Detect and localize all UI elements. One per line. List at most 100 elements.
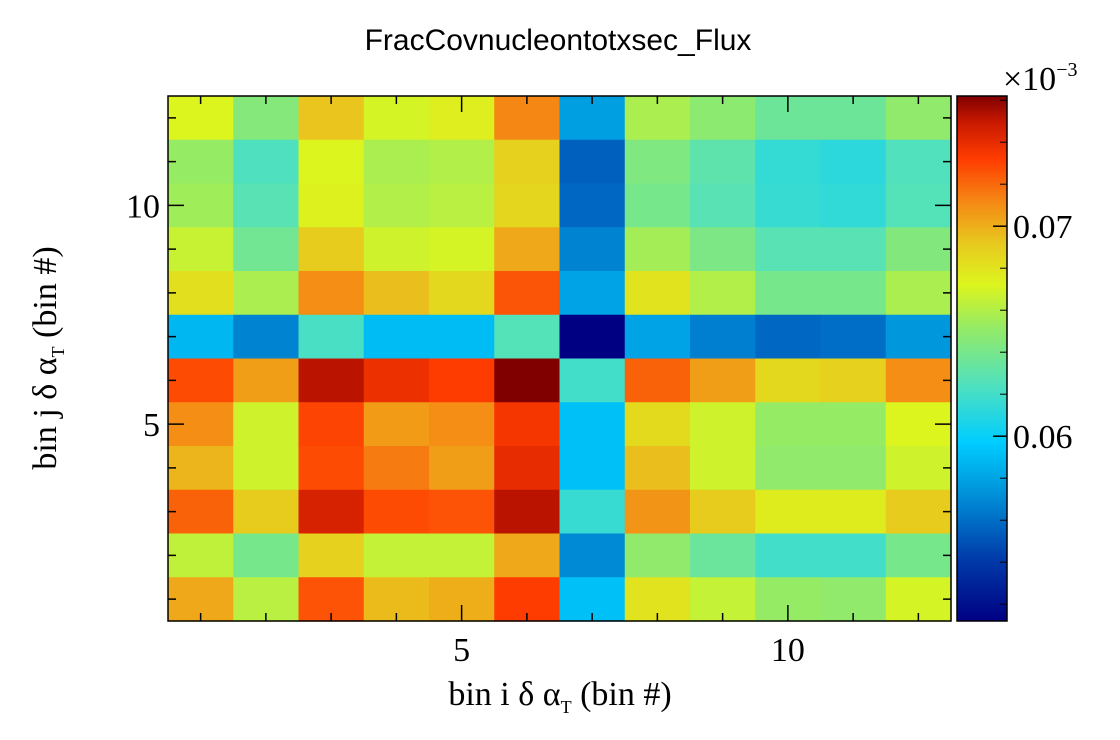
heatmap-cell-5-10 (429, 183, 495, 228)
heatmap-cell-1-6 (168, 358, 234, 403)
heatmap-cell-2-3 (233, 489, 300, 535)
heatmap-cell-9-5 (690, 402, 756, 447)
heatmap-cell-12-2 (885, 533, 952, 578)
heatmap-cell-1-9 (168, 227, 234, 272)
heatmap-cell-1-7 (168, 314, 234, 360)
heatmap-cell-7-2 (559, 533, 626, 578)
heatmap-cell-4-7 (363, 314, 430, 360)
heatmap-cell-3-6 (298, 358, 365, 403)
x-axis-label-unit: (bin #) (572, 676, 672, 713)
y-tick-label-10: 10 (126, 188, 160, 225)
heatmap-cell-7-7 (559, 314, 626, 360)
heatmap-cell-1-11 (168, 139, 234, 185)
axis-ticks (168, 96, 951, 621)
colorbar-exponent-power: −3 (1056, 59, 1077, 81)
heatmap-cell-12-8 (885, 271, 952, 316)
heatmap-cell-10-8 (755, 271, 822, 316)
x-tick-label-10: 10 (771, 632, 805, 669)
heatmap-cell-5-4 (429, 446, 495, 491)
heatmap-cell-12-3 (885, 489, 952, 535)
x-tick-label-5: 5 (453, 632, 470, 669)
colorbar-tick-label-0: 0.06 (1013, 419, 1073, 456)
heatmap-cell-6-6 (494, 358, 561, 403)
heatmap-cell-8-4 (624, 446, 691, 491)
heatmap-cell-2-5 (233, 402, 300, 447)
heatmap-cell-1-8 (168, 271, 234, 316)
heatmap-cell-12-6 (885, 358, 952, 403)
heatmap-cell-10-6 (755, 358, 822, 403)
heatmap-cell-5-7 (429, 314, 495, 360)
heatmap-cell-1-3 (168, 489, 234, 535)
y-axis-label-subscript: T (48, 346, 68, 357)
chart-title: FracCovnucleontotxsec_Flux (365, 24, 752, 57)
heatmap-cell-3-3 (298, 489, 365, 535)
heatmap-cell-3-10 (298, 183, 365, 228)
heatmap-cell-8-3 (624, 489, 691, 535)
heatmap-cell-2-6 (233, 358, 300, 403)
heatmap-cell-8-6 (624, 358, 691, 403)
heatmap-cell-8-2 (624, 533, 691, 578)
heatmap-cell-7-3 (559, 489, 626, 535)
heatmap-cell-10-5 (755, 402, 822, 447)
y-axis-label-unit: (bin #) (27, 246, 64, 346)
heatmap-cell-12-4 (885, 446, 952, 491)
plot-frame (167, 95, 952, 622)
heatmap-cell-10-9 (755, 227, 822, 272)
heatmap-cell-8-7 (624, 314, 691, 360)
heatmap-cell-9-6 (690, 358, 756, 403)
heatmap-cell-6-3 (494, 489, 561, 535)
heatmap-cell-1-2 (168, 533, 234, 578)
heatmap-cell-4-10 (363, 183, 430, 228)
heatmap-cell-11-9 (820, 227, 887, 272)
heatmap-cells (168, 96, 952, 622)
heatmap-cell-4-5 (363, 402, 430, 447)
colorbar-exponent-base: ×10 (1003, 61, 1056, 98)
heatmap-cell-1-4 (168, 446, 234, 491)
heatmap-cell-3-7 (298, 314, 365, 360)
heatmap-cell-12-7 (885, 314, 952, 360)
heatmap-cell-9-9 (690, 227, 756, 272)
heatmap-cell-10-2 (755, 533, 822, 578)
heatmap-cell-12-11 (885, 139, 952, 185)
heatmap-cell-2-2 (233, 533, 300, 578)
heatmap-cell-2-7 (233, 314, 300, 360)
heatmap-cell-10-4 (755, 446, 822, 491)
heatmap-cell-7-6 (559, 358, 626, 403)
heatmap-cell-6-2 (494, 533, 561, 578)
heatmap-cell-11-4 (820, 446, 887, 491)
heatmap-cell-9-10 (690, 183, 756, 228)
heatmap-cell-4-3 (363, 489, 430, 535)
heatmap-cell-9-11 (690, 139, 756, 185)
colorbar-tick-label-1: 0.07 (1013, 209, 1073, 246)
heatmap-cell-6-8 (494, 271, 561, 316)
heatmap-cell-6-11 (494, 139, 561, 185)
heatmap-cell-4-4 (363, 446, 430, 491)
heatmap-cell-8-10 (624, 183, 691, 228)
heatmap-cell-6-4 (494, 446, 561, 491)
heatmap-cell-7-5 (559, 402, 626, 447)
x-axis-label-subscript: T (561, 697, 572, 717)
heatmap-cell-5-2 (429, 533, 495, 578)
heatmap-cell-7-9 (559, 227, 626, 272)
y-axis-label: bin j δ αT (bin #) (27, 246, 68, 469)
heatmap-cell-2-8 (233, 271, 300, 316)
heatmap-cell-3-9 (298, 227, 365, 272)
heatmap-cell-5-6 (429, 358, 495, 403)
heatmap-cell-4-8 (363, 271, 430, 316)
heatmap-cell-5-3 (429, 489, 495, 535)
heatmap-cell-10-3 (755, 489, 822, 535)
x-axis-label: bin i δ αT (bin #) (448, 676, 671, 717)
heatmap-cell-7-8 (559, 271, 626, 316)
heatmap-cell-8-11 (624, 139, 691, 185)
heatmap-cell-5-11 (429, 139, 495, 185)
heatmap-cell-11-5 (820, 402, 887, 447)
heatmap-cell-8-9 (624, 227, 691, 272)
heatmap-cell-6-7 (494, 314, 561, 360)
heatmap-cell-9-4 (690, 446, 756, 491)
heatmap-cell-11-2 (820, 533, 887, 578)
heatmap-cell-7-4 (559, 446, 626, 491)
x-axis-label-main: bin i δ α (448, 676, 560, 713)
heatmap-cell-9-2 (690, 533, 756, 578)
heatmap-cell-8-5 (624, 402, 691, 447)
